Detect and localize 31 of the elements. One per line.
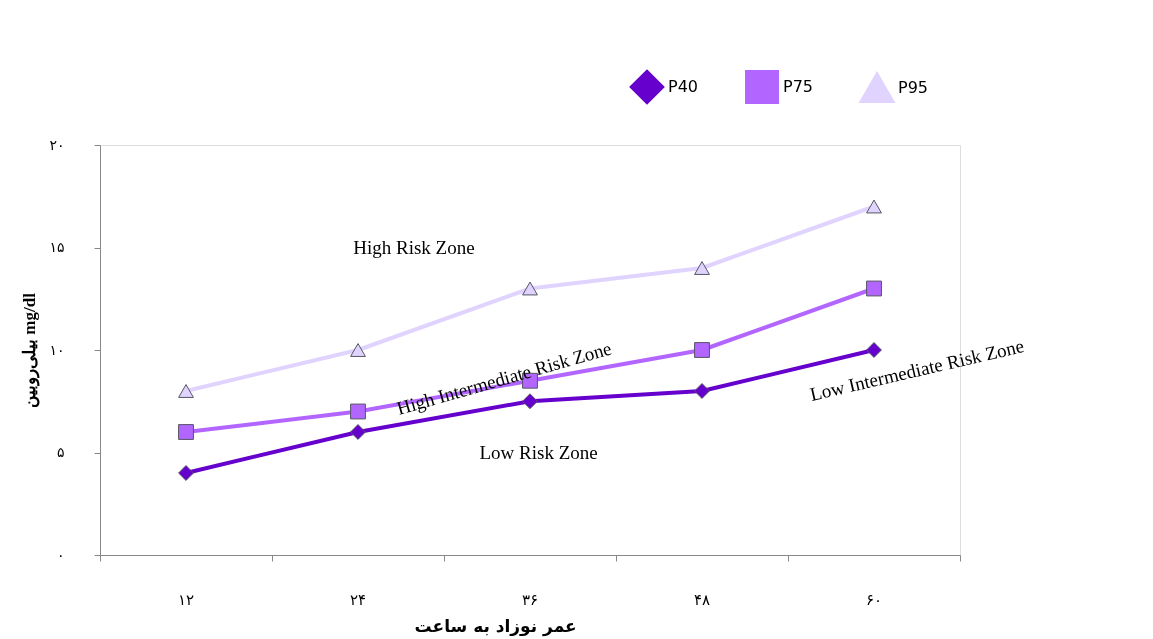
point — [178, 465, 194, 481]
x-tick-label: ۶۰ — [865, 591, 883, 609]
point — [522, 281, 538, 296]
point — [866, 199, 882, 214]
y-tick-label: ۰ — [56, 546, 65, 563]
point — [178, 384, 194, 398]
x-tick-label: ۳۶ — [521, 591, 539, 609]
annotation: Low Risk Zone — [479, 441, 598, 463]
x-tick-label: ۲۴ — [349, 591, 367, 609]
point — [350, 424, 366, 440]
annotation: Low Intermediate Risk Zone — [807, 335, 1026, 405]
point — [350, 343, 366, 357]
y-tick-label: ۱۰ — [49, 341, 65, 358]
y-axis-title: بیلی‌روبین mg/dl — [20, 292, 41, 408]
point — [866, 342, 882, 358]
point — [694, 342, 710, 358]
point — [694, 383, 710, 399]
y-tick-label: ۵ — [56, 444, 65, 460]
legend-label: P75 — [783, 77, 814, 96]
point — [178, 424, 194, 440]
point — [866, 280, 882, 297]
y-tick-label: ۱۵ — [49, 239, 65, 255]
x-axis-title: عمر نوزاد به ساعت — [414, 616, 577, 637]
point — [694, 261, 710, 275]
x-tick-label: ۱۲ — [177, 591, 195, 609]
y-tick-label: ۲۰ — [49, 136, 65, 153]
legend-label: P40 — [668, 77, 699, 96]
x-tick-label: ۴۸ — [693, 591, 711, 609]
legend-label: P95 — [898, 78, 929, 97]
annotation: High Risk Zone — [353, 236, 475, 258]
point — [350, 403, 366, 420]
